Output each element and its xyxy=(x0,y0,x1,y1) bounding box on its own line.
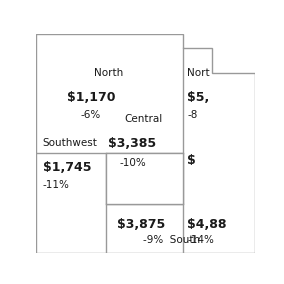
Text: -8: -8 xyxy=(187,110,197,120)
Text: Nort: Nort xyxy=(187,68,210,78)
Text: $1,745: $1,745 xyxy=(43,161,91,174)
Text: -9%  South: -9% South xyxy=(143,235,201,245)
Text: Central: Central xyxy=(124,114,162,124)
Text: -11%: -11% xyxy=(43,180,70,190)
Text: -10%: -10% xyxy=(119,158,146,168)
Text: $5,: $5, xyxy=(187,91,209,104)
Text: $1,170: $1,170 xyxy=(67,91,115,104)
Text: -6%: -6% xyxy=(81,110,101,120)
Text: $3,385: $3,385 xyxy=(108,137,156,150)
Bar xyxy=(106,153,183,204)
Polygon shape xyxy=(36,34,255,253)
Text: $3,875: $3,875 xyxy=(117,218,165,231)
Text: $4,88: $4,88 xyxy=(187,218,227,231)
Text: North: North xyxy=(94,68,123,78)
Text: Southwest: Southwest xyxy=(43,138,98,149)
Text: $: $ xyxy=(187,154,196,167)
Text: -14%: -14% xyxy=(187,235,214,245)
